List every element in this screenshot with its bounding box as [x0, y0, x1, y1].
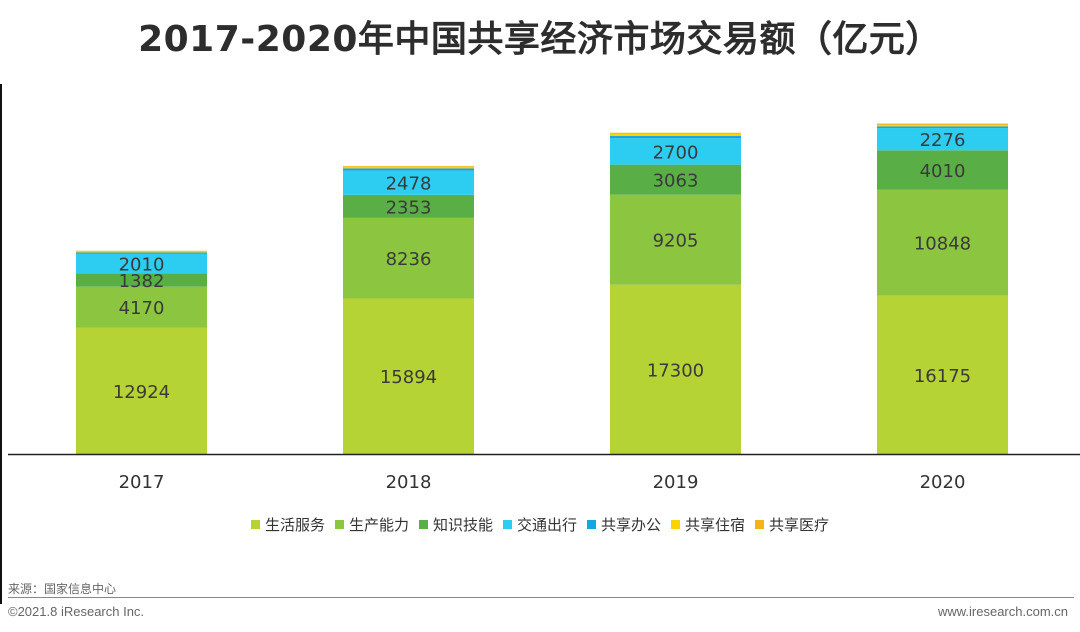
legend-label-s3: 交通出行: [516, 516, 577, 534]
legend-item-s4: 共享办公: [587, 514, 661, 535]
x-tick-label-2019: 2019: [653, 472, 699, 493]
bar-segment-2019-s4: [610, 136, 741, 139]
legend-swatch-s5: [671, 520, 681, 529]
legend-item-s1: 生产能力: [334, 514, 409, 535]
legend-swatch-s0: [250, 520, 260, 529]
legend-label-s1: 生产能力: [348, 516, 409, 534]
legend-swatch-s3: [502, 520, 512, 529]
legend-label-s0: 生活服务: [264, 516, 325, 534]
bar-segment-2017-s1: [76, 286, 207, 328]
bar-segment-2019-s0: [610, 284, 741, 454]
data-label-2019-s1: 9205: [653, 231, 699, 252]
legend-swatch-s6: [755, 520, 765, 529]
bar-segment-2019-s2: [610, 164, 741, 195]
bar-segment-2017-s3: [76, 253, 207, 274]
data-label-2018-s0: 15894: [380, 367, 437, 388]
chart-legend: 生活服务 生产能力 知识技能 交通出行 共享办公 共享住宿 共享医疗: [0, 514, 1080, 535]
data-label-2020-s3: 2276: [920, 130, 966, 151]
legend-swatch-s4: [587, 520, 596, 529]
legend-swatch-s1: [334, 520, 344, 529]
legend-label-s4: 共享办公: [601, 516, 662, 534]
data-label-2018-s3: 2478: [386, 174, 432, 195]
bar-segment-2019-s3: [610, 138, 741, 165]
bar-segment-2017-s5: [76, 251, 207, 253]
legend-label-s5: 共享住宿: [685, 516, 746, 534]
legend-item-s3: 交通出行: [502, 514, 577, 535]
x-tick-label-2020: 2020: [920, 472, 966, 493]
bar-segment-2017-s0: [76, 327, 207, 454]
chart-title: 2017-2020年中国共享经济市场交易额（亿元）: [138, 19, 942, 60]
bar-segment-2020-s3: [877, 128, 1008, 151]
legend-item-s5: 共享住宿: [671, 514, 745, 535]
bar-segment-2018-s0: [343, 298, 474, 454]
bar-segment-2018-s6: [343, 165, 474, 167]
bar-segment-2018-s4: [343, 168, 474, 171]
bar-segment-2017-s6: [76, 250, 207, 252]
bar-segment-2020-s1: [877, 189, 1008, 296]
bar-segment-2018-s1: [343, 217, 474, 299]
legend-item-s6: 共享医疗: [755, 514, 829, 535]
data-label-2017-s1: 4170: [119, 298, 165, 319]
bar-segment-2020-s2: [877, 150, 1008, 190]
data-label-2018-s2: 2353: [386, 197, 432, 218]
bar-segment-2020-s4: [877, 126, 1008, 129]
data-label-2017-s2: 1382: [119, 271, 165, 292]
left-border-rule: [0, 84, 2, 604]
bar-segment-2017-s4: [76, 252, 207, 254]
data-label-2019-s3: 2700: [653, 142, 699, 163]
bar-segment-2018-s5: [343, 166, 474, 169]
data-label-2019-s2: 3063: [653, 171, 699, 192]
data-label-2018-s1: 8236: [386, 249, 432, 270]
footer-divider: [8, 597, 1074, 598]
bar-segment-2019-s1: [610, 194, 741, 285]
bar-segment-2020-s5: [877, 124, 1008, 127]
legend-label-s2: 知识技能: [432, 516, 493, 534]
x-tick-label-2017: 2017: [119, 472, 165, 493]
bar-segment-2018-s2: [343, 194, 474, 218]
legend-item-s0: 生活服务: [250, 514, 325, 535]
bar-segment-2019-s6: [610, 132, 741, 134]
legend-swatch-s2: [418, 520, 428, 529]
x-tick-label-2018: 2018: [386, 472, 432, 493]
copyright-text: ©2021.8 iResearch Inc.: [8, 604, 145, 619]
bar-segment-2020-s0: [877, 295, 1008, 454]
legend-label-s6: 共享医疗: [769, 516, 830, 534]
data-label-2017-s3: 2010: [119, 254, 165, 275]
legend-item-s2: 知识技能: [418, 514, 493, 535]
data-label-2020-s2: 4010: [920, 161, 966, 182]
bar-segment-2018-s3: [343, 170, 474, 195]
bar-segment-2020-s6: [877, 123, 1008, 125]
source-note: 来源：国家信息中心: [8, 582, 117, 596]
data-label-2019-s0: 17300: [647, 360, 704, 381]
data-label-2020-s0: 16175: [914, 366, 971, 387]
bar-segment-2019-s5: [610, 133, 741, 137]
bar-segment-2017-s2: [76, 273, 207, 287]
website-text: www.iresearch.com.cn: [937, 604, 1068, 619]
data-label-2020-s1: 10848: [914, 234, 971, 255]
data-label-2017-s0: 12924: [113, 382, 170, 403]
